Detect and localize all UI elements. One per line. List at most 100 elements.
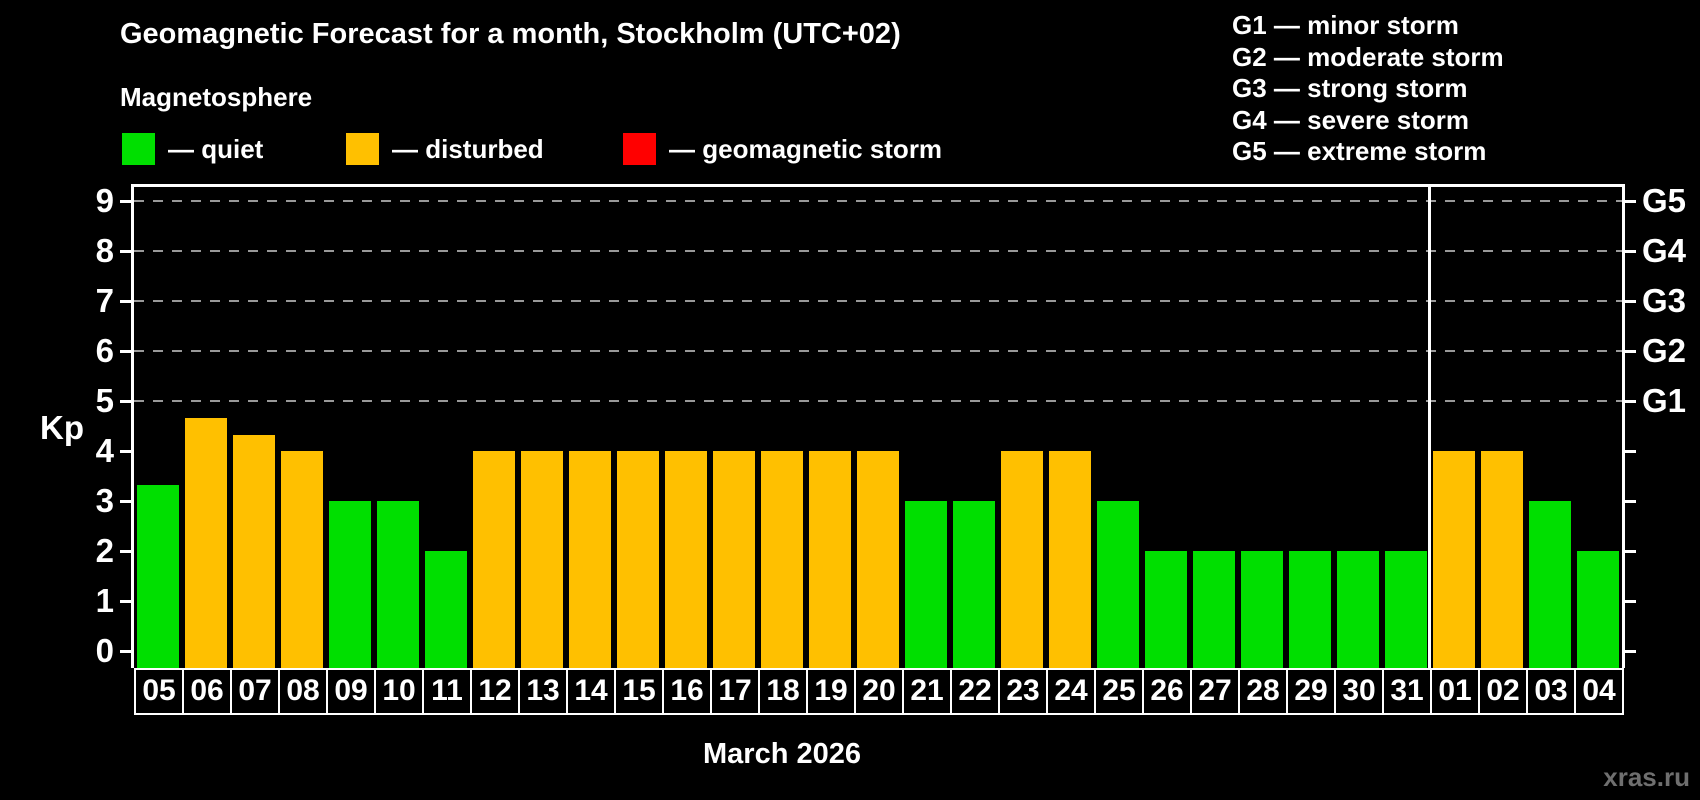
kp-bar-day-31 [1385,551,1427,668]
plot-area [131,184,1625,668]
right-axis-tick-8 [1625,250,1636,253]
day-label-09: 09 [326,668,376,715]
right-axis-tick-7 [1625,300,1636,303]
kp-bar-day-08 [281,451,323,668]
day-label-22: 22 [950,668,1000,715]
kp-bar-day-03 [1529,501,1571,668]
gridline-kp-7 [134,300,1622,302]
plot-inner [134,187,1622,668]
kp-bar-day-19 [809,451,851,668]
left-axis-tick-9 [120,200,131,203]
left-axis-tick-8 [120,250,131,253]
right-axis-tick-3 [1625,500,1636,503]
legend-label-storm: — geomagnetic storm [669,133,943,164]
y-axis-label-1: 1 [95,582,114,619]
storm-scale-line: G1 — minor storm [1232,10,1459,40]
day-label-17: 17 [710,668,760,715]
left-axis-tick-6 [120,350,131,353]
kp-bar-day-17 [713,451,755,668]
kp-bar-day-21 [905,501,947,668]
day-label-12: 12 [470,668,520,715]
legend-swatch-disturbed [346,133,379,165]
day-label-24: 24 [1046,668,1096,715]
kp-bar-day-20 [857,451,899,668]
chart-title: Geomagnetic Forecast for a month, Stockh… [120,18,901,50]
day-label-28: 28 [1238,668,1288,715]
kp-bar-day-05 [137,484,179,668]
kp-bar-day-28 [1241,551,1283,668]
left-axis-tick-0 [120,650,131,653]
storm-scale-line: G2 — moderate storm [1232,41,1504,72]
kp-bar-day-11 [425,551,467,668]
kp-bar-day-16 [665,451,707,668]
kp-bar-day-14 [569,451,611,668]
kp-bar-day-10 [377,501,419,668]
legend-label-quiet: — quiet [168,133,264,164]
day-label-11: 11 [422,668,472,715]
y-axis-label-0: 0 [95,632,114,669]
kp-bar-day-04 [1577,551,1619,668]
y-axis-label-7: 7 [95,282,114,319]
left-axis-tick-2 [120,550,131,553]
day-label-02: 02 [1478,668,1528,715]
day-label-25: 25 [1094,668,1144,715]
kp-bar-day-22 [953,501,995,668]
kp-bar-day-24 [1049,451,1091,668]
day-label-06: 06 [182,668,232,715]
day-label-29: 29 [1286,668,1336,715]
storm-scale-line: G4 — severe storm [1232,104,1470,135]
y-axis-label-8: 8 [95,232,114,269]
kp-bar-day-06 [185,417,227,668]
left-axis-tick-5 [120,400,131,403]
right-axis-tick-6 [1625,350,1636,353]
storm-scale-line: G5 — extreme storm [1232,136,1487,166]
gridline-kp-9 [134,200,1622,202]
watermark: xras.ru [1603,762,1690,792]
kp-bar-day-25 [1097,501,1139,668]
left-axis-tick-7 [120,300,131,303]
y-axis-label-9: 9 [95,182,114,219]
day-label-20: 20 [854,668,904,715]
y-axis-label-4: 4 [95,432,114,469]
right-axis-label-G1: G1 [1642,382,1687,419]
kp-bar-day-01 [1433,451,1475,668]
y-axis-title: Kp [40,409,84,446]
day-label-30: 30 [1334,668,1384,715]
day-label-07: 07 [230,668,280,715]
kp-bar-day-13 [521,451,563,668]
day-label-10: 10 [374,668,424,715]
right-axis-tick-2 [1625,550,1636,553]
day-label-14: 14 [566,668,616,715]
kp-bar-day-29 [1289,551,1331,668]
day-label-01: 01 [1430,668,1480,715]
right-axis-label-G3: G3 [1642,282,1687,319]
day-label-05: 05 [134,668,184,715]
y-axis-label-6: 6 [95,332,114,369]
right-axis-tick-4 [1625,450,1636,453]
kp-bar-day-09 [329,501,371,668]
day-label-21: 21 [902,668,952,715]
day-label-15: 15 [614,668,664,715]
kp-bar-day-18 [761,451,803,668]
kp-bar-day-26 [1145,551,1187,668]
right-axis-tick-9 [1625,200,1636,203]
day-label-04: 04 [1574,668,1624,715]
legend-item-disturbed: — disturbed [346,131,544,167]
kp-status-legend: — quiet — disturbed — geomagnetic storm [0,131,1700,167]
right-axis-label-G2: G2 [1642,332,1687,369]
storm-scale-line: G3 — strong storm [1232,73,1468,103]
day-label-31: 31 [1382,668,1432,715]
chart-subtitle: Magnetosphere [120,82,313,112]
kp-bar-day-15 [617,451,659,668]
day-label-23: 23 [998,668,1048,715]
left-axis-tick-3 [120,500,131,503]
gridline-kp-6 [134,350,1622,352]
legend-swatch-quiet [122,133,155,165]
day-label-13: 13 [518,668,568,715]
kp-bar-day-27 [1193,551,1235,668]
kp-bar-day-30 [1337,551,1379,668]
right-axis-label-G4: G4 [1642,232,1687,269]
day-label-03: 03 [1526,668,1576,715]
day-label-16: 16 [662,668,712,715]
